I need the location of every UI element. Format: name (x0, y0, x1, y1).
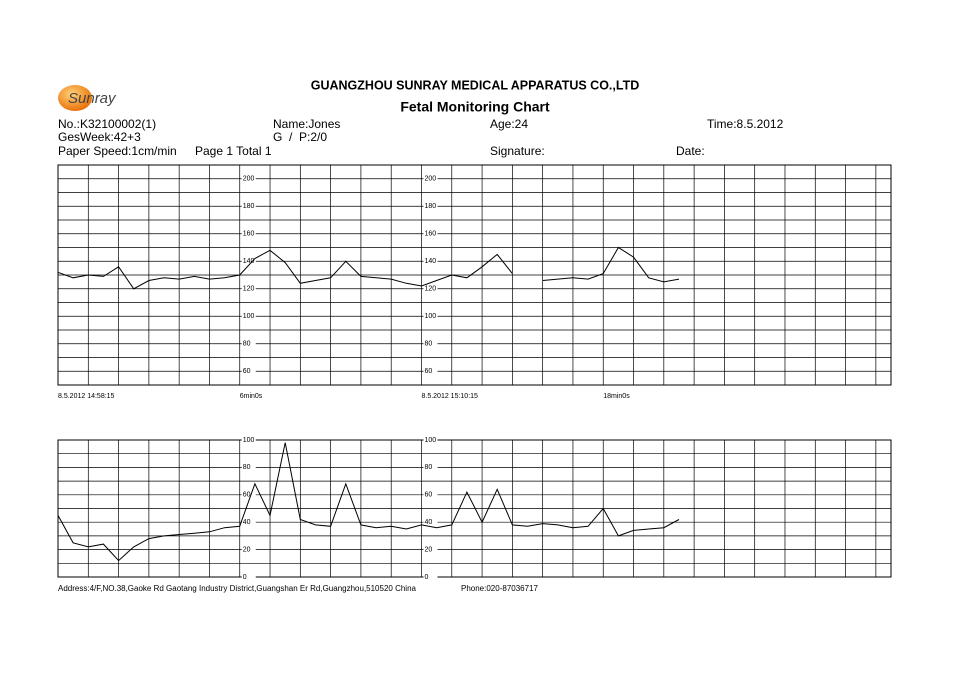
y-tick-label: 100 (243, 313, 255, 320)
y-tick-label: 60 (243, 492, 251, 499)
label-bg (241, 202, 256, 211)
y-tick-label: 20 (424, 546, 432, 553)
label-bg (423, 573, 438, 581)
field: Page 1 Total 1 (195, 144, 272, 158)
y-tick-label: 80 (424, 464, 432, 471)
y-tick-label: 200 (243, 176, 255, 183)
x-tick-label: 18min0s (603, 393, 630, 400)
field: GesWeek:42+3 (58, 130, 141, 144)
y-tick-label: 160 (424, 231, 436, 238)
label-bg (241, 229, 256, 238)
label-bg (241, 545, 256, 554)
trace (57, 442, 680, 562)
logo-icon (58, 85, 92, 111)
logo-text: Sunray (68, 90, 117, 107)
y-tick-label: 80 (243, 464, 251, 471)
y-tick-label: 40 (424, 519, 432, 526)
company: GUANGZHOU SUNRAY MEDICAL APPARATUS CO.,L… (311, 78, 640, 92)
x-tick-label: 8.5.2012 14:58:15 (58, 393, 115, 400)
label-bg (423, 284, 438, 293)
label-bg (423, 257, 438, 266)
field: Date: (676, 144, 705, 158)
y-tick-label: 80 (243, 341, 251, 348)
y-tick-label: 0 (424, 574, 428, 581)
field: Paper Speed:1cm/min (58, 144, 177, 158)
y-tick-label: 140 (243, 258, 255, 265)
y-tick-label: 180 (243, 203, 255, 210)
y-tick-label: 140 (424, 258, 436, 265)
field: No.:K32100002(1) (58, 117, 156, 131)
label-bg (423, 545, 438, 554)
y-tick-label: 80 (424, 341, 432, 348)
label-bg (423, 367, 438, 376)
label-bg (423, 202, 438, 211)
label-bg (423, 229, 438, 238)
label-bg (423, 490, 438, 499)
trace (57, 246, 680, 290)
label-bg (241, 367, 256, 376)
y-tick-label: 180 (424, 203, 436, 210)
y-tick-label: 160 (243, 231, 255, 238)
y-tick-label: 100 (424, 313, 436, 320)
field: G / P:2/0 (273, 130, 327, 144)
field: Name:Jones (273, 117, 340, 131)
label-bg (241, 284, 256, 293)
label-bg (241, 490, 256, 499)
field: Age:24 (490, 117, 528, 131)
label-bg (423, 339, 438, 348)
label-bg (241, 518, 256, 527)
field: Signature: (490, 144, 545, 158)
label-bg (241, 463, 256, 472)
y-tick-label: 200 (424, 176, 436, 183)
label-bg (241, 436, 256, 444)
label-bg (241, 573, 256, 581)
y-tick-label: 0 (243, 574, 247, 581)
y-tick-label: 100 (243, 437, 255, 444)
y-tick-label: 20 (243, 546, 251, 553)
x-tick-label: 8.5.2012 15:10:15 (421, 393, 478, 400)
x-tick-label: 6min0s (240, 393, 263, 400)
y-tick-label: 100 (424, 437, 436, 444)
address: Address:4/F,NO.38,Gaoke Rd Gaotang Indus… (58, 584, 417, 593)
y-tick-label: 40 (243, 519, 251, 526)
title: Fetal Monitoring Chart (400, 99, 550, 115)
label-bg (423, 174, 438, 183)
y-tick-label: 60 (424, 368, 432, 375)
y-tick-label: 60 (424, 492, 432, 499)
label-bg (423, 436, 438, 444)
y-tick-label: 120 (243, 286, 255, 293)
y-tick-label: 120 (424, 286, 436, 293)
label-bg (241, 257, 256, 266)
y-tick-label: 60 (243, 368, 251, 375)
label-bg (423, 518, 438, 527)
label-bg (423, 463, 438, 472)
label-bg (423, 312, 438, 321)
label-bg (241, 339, 256, 348)
phone: Phone:020-87036717 (461, 584, 539, 593)
label-bg (241, 312, 256, 321)
field: Time:8.5.2012 (707, 117, 784, 131)
label-bg (241, 174, 256, 183)
